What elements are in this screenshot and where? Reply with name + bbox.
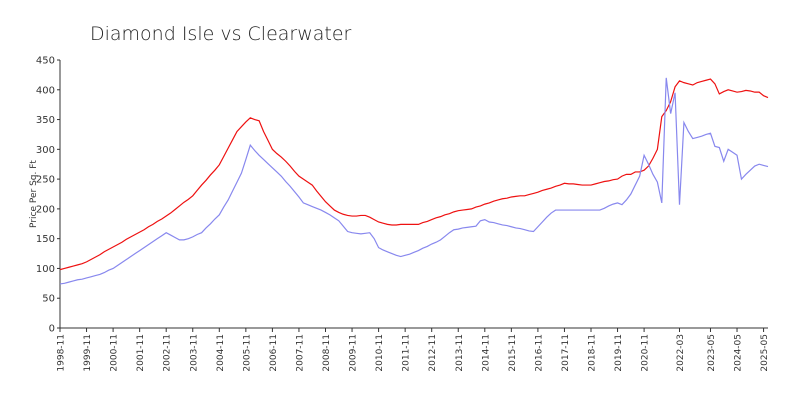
y-tick-label: 300 bbox=[36, 145, 55, 156]
y-tick-label: 400 bbox=[36, 85, 55, 96]
x-tick-label: 1998-11 bbox=[57, 334, 67, 372]
y-tick-label: 200 bbox=[36, 204, 55, 215]
x-tick-label: 2008-11 bbox=[322, 334, 332, 372]
x-tick-label: 2003-11 bbox=[189, 334, 199, 372]
series-line bbox=[59, 78, 769, 271]
x-tick-label: 2023-05 bbox=[707, 334, 717, 372]
x-tick-label: 2020-11 bbox=[641, 334, 651, 372]
x-tick-label: 2014-11 bbox=[481, 334, 491, 372]
x-tick-label: 2011-11 bbox=[402, 334, 412, 372]
x-tick-label: 2019-11 bbox=[614, 334, 624, 372]
x-tick-label: 2015-11 bbox=[508, 334, 518, 372]
x-tick-label: 2000-11 bbox=[110, 334, 120, 372]
x-tick-label: 2016-11 bbox=[534, 334, 544, 372]
chart-title: Diamond Isle vs Clearwater bbox=[90, 23, 352, 45]
x-tick-label: 2012-11 bbox=[428, 334, 438, 372]
x-tick-label: 2006-11 bbox=[269, 334, 279, 372]
x-tick-label: 2017-11 bbox=[561, 334, 571, 372]
x-tick-label: 2009-11 bbox=[349, 334, 359, 372]
y-tick-label: 150 bbox=[36, 234, 55, 245]
x-tick-label: 1999-11 bbox=[83, 334, 93, 372]
x-tick-label: 2010-11 bbox=[375, 334, 385, 372]
series-line bbox=[59, 77, 769, 285]
y-tick-label: 0 bbox=[49, 324, 55, 335]
y-tick-label: 50 bbox=[42, 294, 55, 305]
x-tick-label: 2005-11 bbox=[242, 334, 252, 372]
x-tick-label: 2007-11 bbox=[295, 334, 305, 372]
y-tick-label: 250 bbox=[36, 175, 55, 186]
y-tick-label: 350 bbox=[36, 115, 55, 126]
x-tick-label: 2024-05 bbox=[734, 334, 744, 372]
y-axis-label: Price Per Sq. Ft bbox=[29, 160, 39, 228]
x-tick-label: 2025-05 bbox=[760, 334, 770, 372]
x-tick-label: 2001-11 bbox=[136, 334, 146, 372]
x-tick-label: 2002-11 bbox=[163, 334, 173, 372]
x-tick-label: 2004-11 bbox=[216, 334, 226, 372]
y-tick-label: 450 bbox=[36, 56, 55, 67]
x-tick-label: 2018-11 bbox=[588, 334, 598, 372]
x-tick-label: 2013-11 bbox=[455, 334, 465, 372]
y-tick-label: 100 bbox=[36, 264, 55, 275]
x-tick-label: 2022-03 bbox=[676, 334, 686, 372]
